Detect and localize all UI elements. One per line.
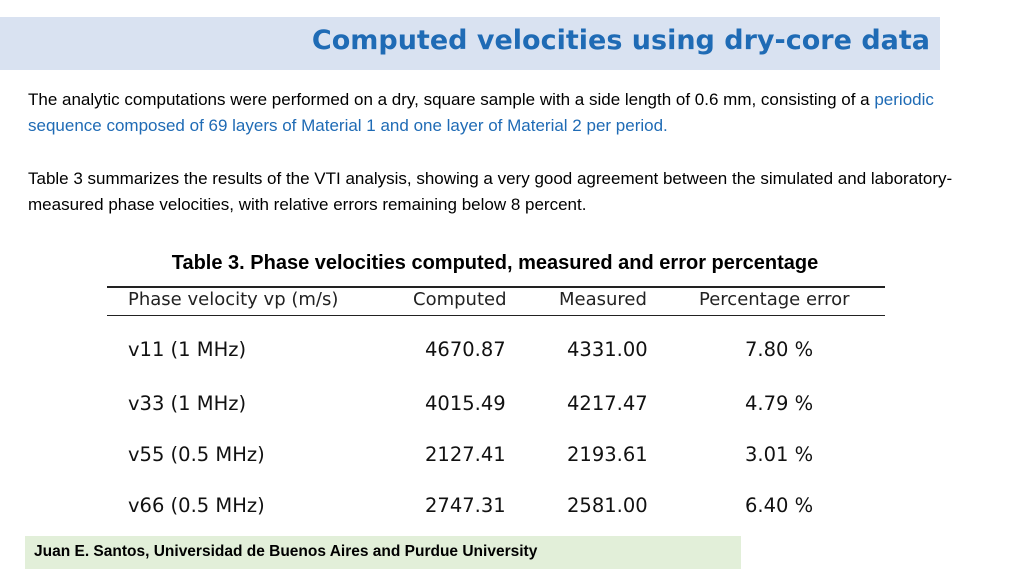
title-band: Computed velocities using dry-core data bbox=[0, 17, 940, 70]
header-computed: Computed bbox=[413, 289, 507, 310]
row-v55-label: v55 (0.5 MHz) bbox=[128, 443, 265, 466]
row-v66-label: v66 (0.5 MHz) bbox=[128, 494, 265, 517]
header-phase-velocity: Phase velocity vp (m/s) bbox=[128, 289, 339, 310]
row-v55-error: 3.01 % bbox=[745, 443, 814, 466]
row-v33-error: 4.79 % bbox=[745, 392, 814, 415]
row-v11-label: v11 (1 MHz) bbox=[128, 338, 247, 361]
row-v66-computed: 2747.31 bbox=[425, 494, 506, 517]
row-v33-label: v33 (1 MHz) bbox=[128, 392, 247, 415]
row-v33-measured: 4217.47 bbox=[567, 392, 648, 415]
row-v55-computed: 2127.41 bbox=[425, 443, 506, 466]
row-v66-measured: 2581.00 bbox=[567, 494, 648, 517]
table-top-rule bbox=[107, 286, 885, 288]
intro-paragraph: The analytic computations were performed… bbox=[28, 87, 988, 138]
header-percentage-error: Percentage error bbox=[699, 289, 850, 310]
intro-text: The analytic computations were performed… bbox=[28, 90, 875, 109]
header-measured: Measured bbox=[559, 289, 647, 310]
row-v55-measured: 2193.61 bbox=[567, 443, 648, 466]
footer-band: Juan E. Santos, Universidad de Buenos Ai… bbox=[25, 536, 741, 569]
slide-title: Computed velocities using dry-core data bbox=[311, 25, 930, 56]
row-v11-measured: 4331.00 bbox=[567, 338, 648, 361]
intro-highlight: periodic sequence composed of 69 layers … bbox=[28, 90, 934, 135]
row-v11-computed: 4670.87 bbox=[425, 338, 506, 361]
table-caption: Table 3. Phase velocities computed, meas… bbox=[171, 252, 819, 274]
table-header-rule bbox=[107, 315, 885, 316]
author-footer: Juan E. Santos, Universidad de Buenos Ai… bbox=[34, 543, 538, 560]
summary-paragraph: Table 3 summarizes the results of the VT… bbox=[28, 169, 953, 214]
row-v11-error: 7.80 % bbox=[745, 338, 814, 361]
row-v66-error: 6.40 % bbox=[745, 494, 814, 517]
row-v33-computed: 4015.49 bbox=[425, 392, 506, 415]
